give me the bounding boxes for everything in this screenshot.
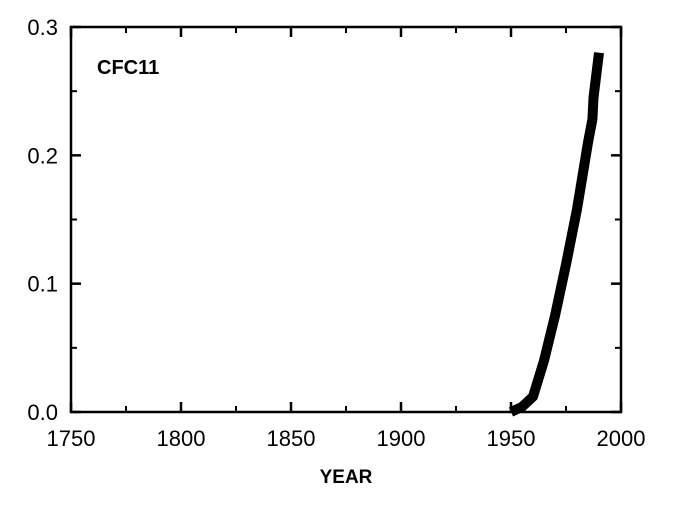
x-tick-label: 1850 xyxy=(267,426,316,451)
x-tick-label: 1950 xyxy=(487,426,536,451)
series-layer xyxy=(508,52,604,417)
plot-frame xyxy=(69,25,623,414)
x-axis-title: YEAR xyxy=(320,467,373,488)
x-tick-label: 2000 xyxy=(597,426,646,451)
y-tick-label: 0.1 xyxy=(27,272,58,297)
x-axis-tick-labels: 1750 1800 1850 1900 1950 2000 xyxy=(47,426,646,451)
y-tick-label: 0.2 xyxy=(27,143,58,168)
x-tick-label: 1750 xyxy=(47,426,96,451)
y-axis-ticks xyxy=(71,25,621,414)
y-tick-label: 0.3 xyxy=(27,15,58,40)
x-axis-ticks xyxy=(69,27,623,412)
panel-label: CFC11 xyxy=(97,57,159,79)
x-tick-label: 1900 xyxy=(377,426,426,451)
y-tick-label: 0.0 xyxy=(27,400,58,425)
y-axis-tick-labels: 0.0 0.1 0.2 0.3 xyxy=(27,15,58,425)
x-tick-label: 1800 xyxy=(157,426,206,451)
series-line-cfc11 xyxy=(508,52,604,417)
